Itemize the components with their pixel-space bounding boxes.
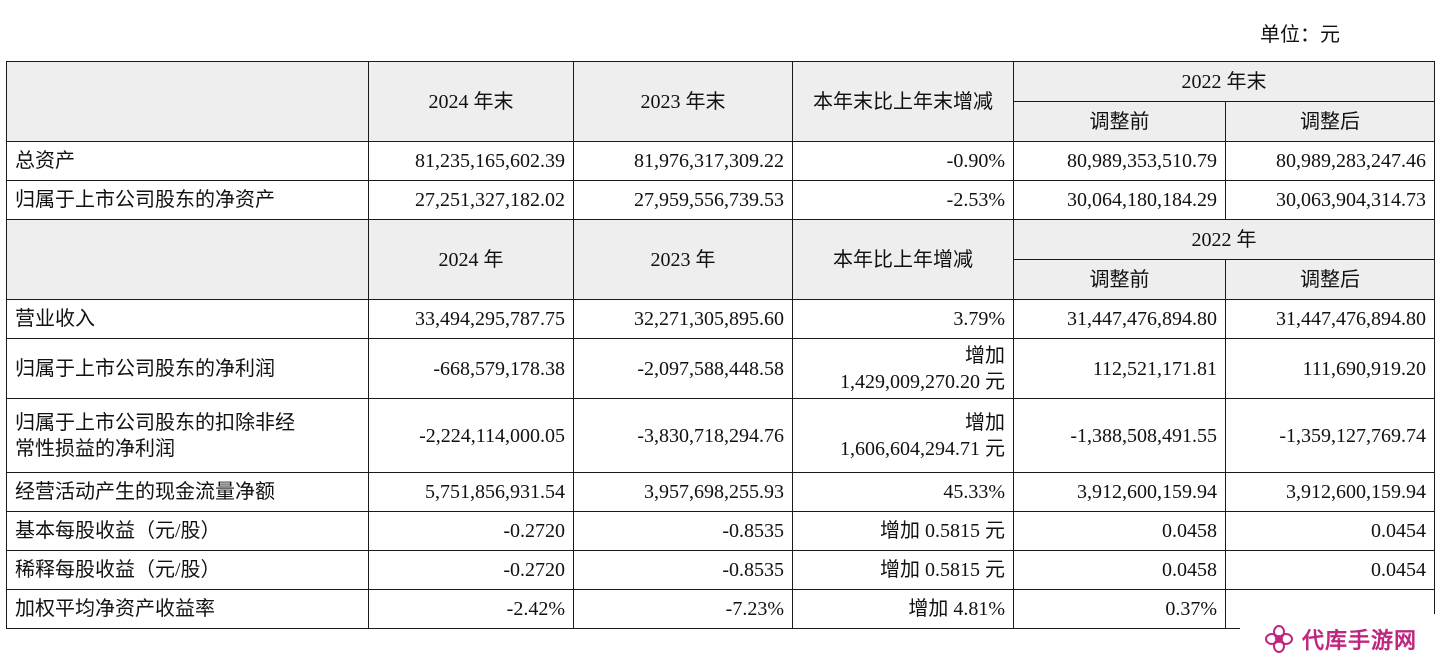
cell-before: 31,447,476,894.80 [1013,299,1226,339]
cell-2024: -668,579,178.38 [368,338,574,399]
label-line-1: 归属于上市公司股东的扣除非经 [15,411,295,434]
header1-empty-cell [6,61,369,142]
change-line-1: 增加 [965,411,1005,434]
header1-col-change: 本年末比上年末增减 [792,61,1014,142]
cell-2023: 32,271,305,895.60 [573,299,793,339]
cell-2023: -3,830,718,294.76 [573,398,793,473]
cell-after: -1,359,127,769.74 [1225,398,1435,473]
table-row: 营业收入 33,494,295,787.75 32,271,305,895.60… [6,299,1435,339]
unit-label: 单位：元 [1260,24,1340,46]
cell-2024: -0.2720 [368,550,574,590]
header1-after: 调整后 [1225,101,1435,142]
table-row: 总资产 81,235,165,602.39 81,976,317,309.22 … [6,141,1435,181]
cell-change: 增加 1,429,009,270.20 元 [792,338,1014,399]
row-label: 归属于上市公司股东的净资产 [6,180,369,220]
header1-col-2022: 2022 年末 [1013,61,1435,102]
cell-change: 45.33% [792,472,1014,512]
change-line-1: 增加 [965,344,1005,367]
cell-change: 3.79% [792,299,1014,339]
cell-before: 3,912,600,159.94 [1013,472,1226,512]
cell-2024: 81,235,165,602.39 [368,141,574,181]
header2-col-2023: 2023 年 [573,219,793,300]
header2-col-change: 本年比上年增减 [792,219,1014,300]
header2-row-top: 2024 年 2023 年 本年比上年增减 2022 年 [6,219,1435,300]
financial-summary-table: 2024 年末 2023 年末 本年末比上年末增减 2022 年末 调整前 调整… [6,61,1435,629]
header1-before: 调整前 [1013,101,1226,142]
cell-before: 112,521,171.81 [1013,338,1226,399]
flower-logo-icon [1265,625,1293,653]
cell-after: 30,063,904,314.73 [1225,180,1435,220]
cell-2023: -2,097,588,448.58 [573,338,793,399]
cell-before: 0.0458 [1013,550,1226,590]
cell-before: 80,989,353,510.79 [1013,141,1226,181]
cell-before: -1,388,508,491.55 [1013,398,1226,473]
cell-2023: 81,976,317,309.22 [573,141,793,181]
cell-2024: -2,224,114,000.05 [368,398,574,473]
header1-row-top: 2024 年末 2023 年末 本年末比上年末增减 2022 年末 [6,61,1435,142]
cell-change: -0.90% [792,141,1014,181]
row-label: 营业收入 [6,299,369,339]
cell-2023: -0.8535 [573,550,793,590]
change-line-2: 1,429,009,270.20 元 [840,370,1005,393]
table-row: 归属于上市公司股东的净资产 27,251,327,182.02 27,959,5… [6,180,1435,220]
cell-2023: -0.8535 [573,511,793,551]
header2-empty-cell [6,219,369,300]
table-row: 归属于上市公司股东的净利润 -668,579,178.38 -2,097,588… [6,338,1435,399]
cell-change: 增加 0.5815 元 [792,550,1014,590]
row-label: 归属于上市公司股东的净利润 [6,338,369,399]
header1-row-bottom: 调整前 调整后 [7,101,1435,142]
table-row: 基本每股收益（元/股） -0.2720 -0.8535 增加 0.5815 元 … [6,511,1435,551]
table-row: 稀释每股收益（元/股） -0.2720 -0.8535 增加 0.5815 元 … [6,550,1435,590]
cell-2024: 33,494,295,787.75 [368,299,574,339]
header2-row-bottom: 调整前 调整后 [7,259,1435,300]
row-label: 基本每股收益（元/股） [6,511,369,551]
row-label: 加权平均净资产收益率 [6,589,369,629]
change-line-2: 1,606,604,294.71 元 [840,437,1005,460]
cell-after: 0.0454 [1225,550,1435,590]
cell-change: -2.53% [792,180,1014,220]
label-line-2: 常性损益的净利润 [15,437,175,460]
cell-change: 增加 1,606,604,294.71 元 [792,398,1014,473]
cell-2024: 5,751,856,931.54 [368,472,574,512]
cell-after: 31,447,476,894.80 [1225,299,1435,339]
cell-change: 增加 4.81% [792,589,1014,629]
cell-2023: 27,959,556,739.53 [573,180,793,220]
header2-col-2024: 2024 年 [368,219,574,300]
cell-before: 0.37% [1013,589,1226,629]
cell-change: 增加 0.5815 元 [792,511,1014,551]
cell-2024: -2.42% [368,589,574,629]
cell-after: 80,989,283,247.46 [1225,141,1435,181]
header2-col-2022: 2022 年 [1013,219,1435,260]
cell-2023: -7.23% [573,589,793,629]
row-label: 总资产 [6,141,369,181]
table-row: 经营活动产生的现金流量净额 5,751,856,931.54 3,957,698… [6,472,1435,512]
row-label: 经营活动产生的现金流量净额 [6,472,369,512]
header2-after: 调整后 [1225,259,1435,300]
cell-before: 30,064,180,184.29 [1013,180,1226,220]
cell-after: 0.0454 [1225,511,1435,551]
cell-2024: 27,251,327,182.02 [368,180,574,220]
watermark-text: 代库手游网 [1302,628,1418,653]
cell-after: 111,690,919.20 [1225,338,1435,399]
header2-before: 调整前 [1013,259,1226,300]
table-row: 加权平均净资产收益率 -2.42% -7.23% 增加 4.81% 0.37% [6,589,1435,629]
header1-col-2024: 2024 年末 [368,61,574,142]
cell-after: 3,912,600,159.94 [1225,472,1435,512]
watermark: 代库手游网 [1240,614,1440,664]
table-row: 归属于上市公司股东的扣除非经 常性损益的净利润 -2,224,114,000.0… [6,398,1435,473]
cell-2024: -0.2720 [368,511,574,551]
cell-before: 0.0458 [1013,511,1226,551]
cell-2023: 3,957,698,255.93 [573,472,793,512]
row-label: 稀释每股收益（元/股） [6,550,369,590]
row-label: 归属于上市公司股东的扣除非经 常性损益的净利润 [6,398,369,473]
header1-col-2023: 2023 年末 [573,61,793,142]
